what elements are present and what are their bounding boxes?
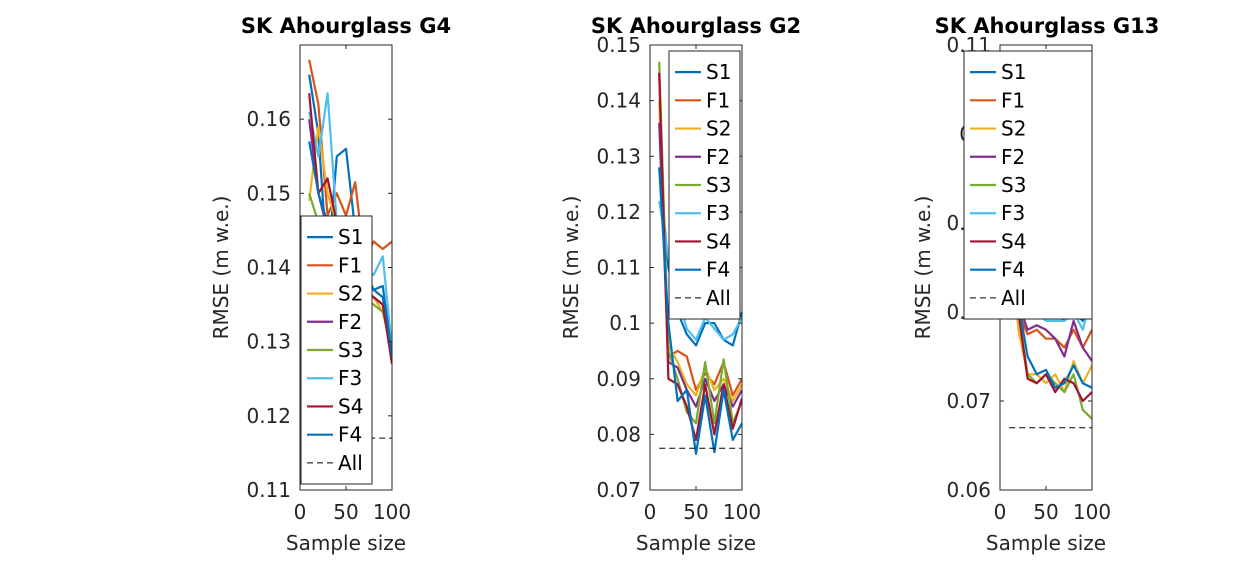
legend-entry-s2: S2 [706,117,731,141]
series-line-f1 [1008,240,1092,349]
legend-entry-s3: S3 [706,173,731,197]
x-tick-label: 0 [294,500,307,524]
x-tick-label: 100 [723,500,761,524]
y-tick-label: 0.08 [596,422,641,446]
y-tick-label: 0.11 [596,256,641,280]
legend-entry-s3: S3 [338,338,363,362]
x-tick-label: 50 [333,500,358,524]
series-line-s1 [308,74,392,357]
y-tick-label: 0.1 [609,311,641,335]
x-tick-label: 50 [683,500,708,524]
x-tick-label: 50 [1033,500,1058,524]
y-tick-label: 0.14 [246,256,291,280]
legend-entry-f3: F3 [706,201,730,225]
legend-entry-f2: F2 [1001,145,1025,169]
y-tick-label: 0.12 [596,200,641,224]
legend-entry-f4: F4 [1001,258,1025,282]
legend-entry-f1: F1 [706,88,730,112]
x-tick-label: 0 [994,500,1007,524]
chart-title: SK Ahourglass G2 [591,14,801,38]
y-axis-label: RMSE (m w.e.) [559,196,583,340]
x-axis-label: Sample size [986,531,1106,555]
series-line-s4 [658,72,742,441]
x-tick-label: 0 [644,500,657,524]
y-tick-label: 0.15 [246,181,291,205]
x-tick-label: 100 [1073,500,1111,524]
y-tick-label: 0.16 [246,107,291,131]
legend-entry-f4: F4 [706,258,730,282]
series-line-s4 [1008,173,1092,403]
y-tick-label: 0.06 [946,478,991,502]
legend-entry-s4: S4 [338,394,363,418]
legend-entry-s1: S1 [706,60,731,84]
legend-entry-f2: F2 [706,145,730,169]
y-tick-label: 0.13 [246,330,291,354]
legend-entry-f3: F3 [1001,201,1025,225]
legend: S1 F1 S2 F2 S3 F3 S4 F4 All [300,215,373,485]
legend-entry-s1: S1 [1001,60,1026,84]
legend-entry-all: All [338,451,363,475]
legend-entry-f2: F2 [338,310,362,334]
chart-title: SK Ahourglass G13 [935,14,1160,38]
y-tick-label: 0.14 [596,89,641,113]
legend-entry-s4: S4 [1001,229,1026,253]
y-axis-label: RMSE (m w.e.) [911,196,935,340]
legend-entry-f3: F3 [338,366,362,390]
y-tick-label: 0.07 [596,478,641,502]
x-axis-label: Sample size [636,531,756,555]
legend-entry-f1: F1 [338,253,362,277]
panels: 0.11 0.12 0.13 0.14 0.15 0.16 0 50 100 SK Ahourgl… [209,14,1159,555]
legend-entry-s4: S4 [706,229,731,253]
legend-entry-f1: F1 [1001,88,1025,112]
chart-panel-1: 0.11 0.12 0.13 0.14 0.15 0.16 0 50 100 SK Ahourgl… [209,14,451,555]
legend-entry-s2: S2 [338,282,363,306]
legend-entry-all: All [706,286,731,310]
y-tick-label: 0.15 [596,33,641,57]
y-tick-label: 0.12 [246,404,291,428]
x-axis-label: Sample size [286,531,406,555]
legend-entry-f4: F4 [338,423,362,447]
legend: S1 F1 S2 F2 S3 F3 S4 F4 All [668,50,741,320]
legend-entry-all: All [1001,286,1026,310]
chart-title: SK Ahourglass G4 [241,14,451,38]
legend: S1 F1 S2 F2 S3 F3 S4 F4 All [963,50,1093,320]
y-tick-label: 0.13 [596,144,641,168]
legend-entry-s1: S1 [338,225,363,249]
series-line-f4 [658,167,742,455]
y-tick-label: 0.07 [946,389,991,413]
x-tick-label: 100 [373,500,411,524]
chart-panel-2: 0.07 0.08 0.09 0.1 0.11 0.12 0.13 0.14 0.15 0 50 10… [559,14,801,555]
y-tick-label: 0.09 [596,367,641,391]
legend-entry-s2: S2 [1001,117,1026,141]
legend-entry-s3: S3 [1001,173,1026,197]
y-axis-label: RMSE (m w.e.) [209,196,233,340]
y-tick-label: 0.11 [246,478,291,502]
series-line-f4 [1008,280,1092,389]
